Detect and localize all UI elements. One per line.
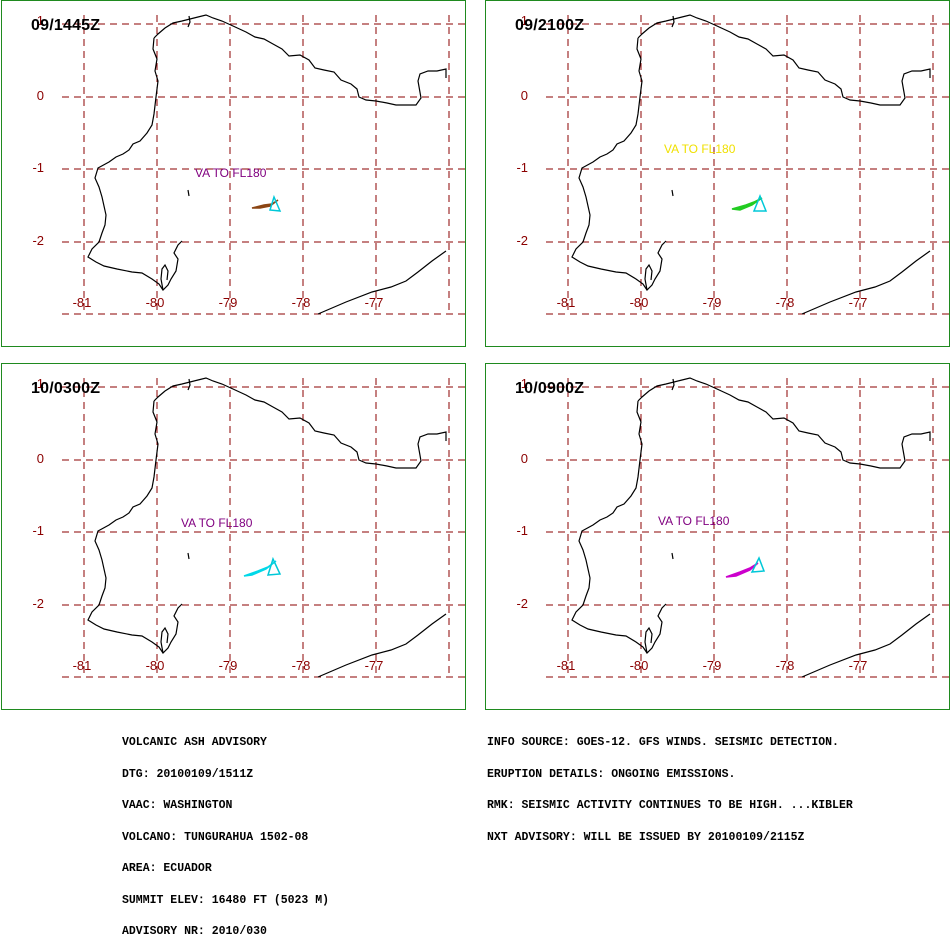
latitude-tick-label: 0 [37,451,44,466]
ash-plume [725,562,759,578]
longitude-tick-label: -78 [776,658,795,673]
latitude-tick-label: 1 [37,376,44,391]
longitude-tick-label: -80 [630,295,649,310]
latitude-tick-label: 1 [521,376,528,391]
advisory-line: NXT ADVISORY: WILL BE ISSUED BY 20100109… [487,830,805,844]
advisory-line: VOLCANO: TUNGURAHUA 1502-08 [122,830,309,844]
volcano-marker-triangle [266,556,282,576]
ash-height-label: VA TO FL180 [664,142,736,156]
advisory-line: ADVISORY NR: 2010/030 [122,925,267,938]
map-panel-2: -81 -80 -79 -78 -77 1 0 -1 -2 VA TO FL180 09/2100… [485,0,950,347]
ash-plume-group: VA TO FL180 [658,514,766,578]
map-canvas: -81 -80 -79 -78 -77 1 0 -1 -2 VA TO FL180 [32,13,467,315]
forecast-time-label: 09/1445Z [31,17,101,34]
latitude-tick-label: -1 [32,523,44,538]
coastline [87,377,447,654]
advisory-info-right: INFO SOURCE: GOES-12. GFS WINDS. SEISMIC… [487,717,853,854]
advisory-line: AREA: ECUADOR [122,862,212,875]
latitude-tick-label: 0 [37,88,44,103]
map-panel-3: -81 -80 -79 -78 -77 1 0 -1 -2 VA TO FL180 10/0300… [1,363,467,710]
longitude-tick-label: -77 [849,658,868,673]
longitude-tick-label: -80 [146,658,165,673]
longitude-tick-label: -80 [630,658,649,673]
latitude-tick-label: -2 [516,596,528,611]
longitude-tick-label: -78 [776,295,795,310]
latitude-tick-label: -1 [32,160,44,175]
latitude-tick-label: 1 [521,13,528,28]
longitude-tick-label: -79 [219,658,238,673]
advisory-info-left: VOLCANIC ASH ADVISORY DTG: 20100109/1511… [122,717,329,948]
coastline [671,378,675,391]
longitude-tick-label: -77 [849,295,868,310]
volcano-marker-triangle [750,556,766,573]
forecast-time-label: 10/0300Z [31,380,101,397]
coastline [571,14,931,291]
longitude-tick-label: -81 [557,658,576,673]
coastline [317,613,447,678]
longitude-tick-label: -81 [557,295,576,310]
latitude-tick-label: -1 [516,523,528,538]
ash-plume [251,199,279,209]
ash-plume [243,560,277,577]
volcano-marker-triangle [752,193,768,212]
latitude-tick-label: -2 [32,596,44,611]
map-panel-1: -81 -80 -79 -78 -77 1 0 -1 -2 VA TO FL180 09/1445… [1,0,467,347]
ash-plume-group: VA TO FL180 [181,516,282,577]
coastline [160,626,169,654]
advisory-line: VOLCANIC ASH ADVISORY [122,736,267,749]
latitude-tick-label: 0 [521,88,528,103]
coastline [671,189,674,197]
map-canvas: -81 -80 -79 -78 -77 1 0 -1 -2 VA TO FL180 [516,13,950,315]
latitude-tick-label: -2 [32,233,44,248]
advisory-line: SUMMIT ELEV: 16480 FT (5023 M) [122,893,330,907]
coastline [187,15,191,28]
coastline [187,189,190,197]
ash-plume-group: VA TO FL180 [195,166,282,212]
longitude-tick-label: -77 [365,658,384,673]
longitude-tick-label: -79 [219,295,238,310]
ash-height-label: VA TO FL180 [195,166,267,180]
advisory-line: RMK: SEISMIC ACTIVITY CONTINUES TO BE HI… [487,799,853,812]
coastline [187,552,190,560]
map-panel-4: -81 -80 -79 -78 -77 1 0 -1 -2 VA TO FL180 10/0900… [485,363,950,710]
latitude-tick-label: -1 [516,160,528,175]
longitude-tick-label: -81 [73,295,92,310]
coastline [671,552,674,560]
advisory-line: INFO SOURCE: GOES-12. GFS WINDS. SEISMIC… [487,736,839,749]
coastline [801,250,931,315]
longitude-tick-label: -81 [73,658,92,673]
coastline [87,14,447,291]
map-canvas: -81 -80 -79 -78 -77 1 0 -1 -2 VA TO FL180 [32,376,467,678]
longitude-tick-label: -78 [292,295,311,310]
coastline [644,626,653,654]
advisory-line: VAAC: WASHINGTON [122,799,233,812]
latitude-tick-label: -2 [516,233,528,248]
longitude-tick-label: -79 [703,658,722,673]
coastline [644,263,653,291]
ash-height-label: VA TO FL180 [658,514,730,528]
longitude-tick-label: -79 [703,295,722,310]
volcano-marker-triangle [269,194,282,212]
latitude-tick-label: 0 [521,451,528,466]
coastline [317,250,447,315]
map-canvas: -81 -80 -79 -78 -77 1 0 -1 -2 VA TO FL180 [516,376,950,678]
longitude-tick-label: -77 [365,295,384,310]
coastline [160,263,169,291]
latitude-tick-label: 1 [37,13,44,28]
advisory-line: ERUPTION DETAILS: ONGOING EMISSIONS. [487,767,736,781]
ash-plume-group: VA TO FL180 [664,142,768,212]
coastline [801,613,931,678]
forecast-time-label: 09/2100Z [515,17,585,34]
advisory-line: DTG: 20100109/1511Z [122,767,254,781]
ash-plume [731,197,763,211]
ash-height-label: VA TO FL180 [181,516,253,530]
longitude-tick-label: -78 [292,658,311,673]
coastline [571,377,931,654]
forecast-time-label: 10/0900Z [515,380,585,397]
longitude-tick-label: -80 [146,295,165,310]
coastline [671,15,675,28]
coastline [187,378,191,391]
